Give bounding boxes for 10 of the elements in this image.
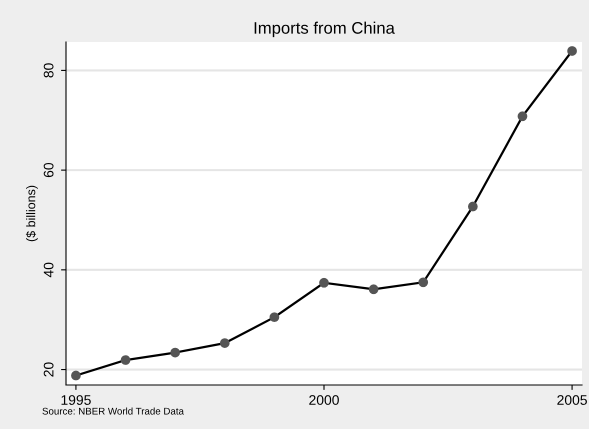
source-note: Source: NBER World Trade Data — [42, 407, 184, 415]
y-axis-title: ($ billions) — [26, 186, 38, 242]
chart-title: Imports from China — [254, 22, 395, 38]
y-tick-label: 20 — [44, 362, 54, 377]
y-tick-label: 40 — [44, 262, 54, 278]
x-tick-label: 2000 — [309, 395, 339, 405]
x-tick-label: 2005 — [557, 395, 587, 405]
y-tick-label: 60 — [44, 162, 54, 178]
y-tick-label: 80 — [44, 63, 54, 78]
x-tick-label: 1995 — [62, 395, 91, 405]
